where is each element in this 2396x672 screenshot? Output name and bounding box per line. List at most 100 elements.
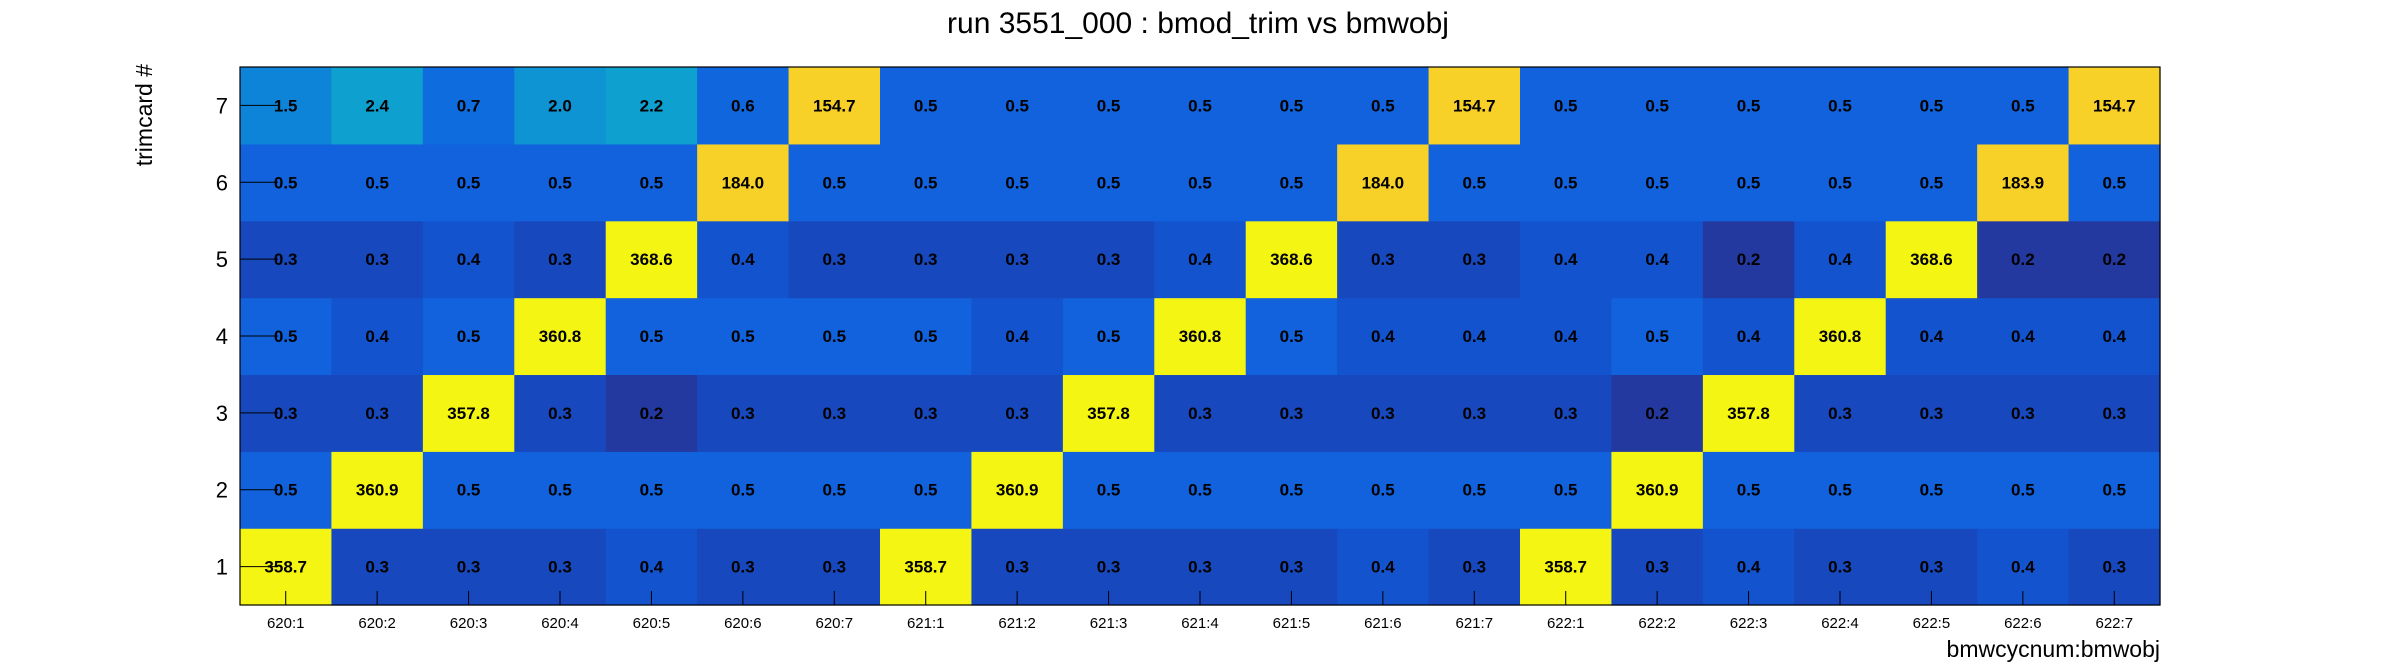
heatmap-cell <box>1520 451 1613 529</box>
heatmap-cell <box>1977 143 2070 222</box>
heatmap-cell <box>1337 67 1430 145</box>
cell-value-label: 154.7 <box>813 96 856 115</box>
cell-value-label: 0.4 <box>1005 327 1029 346</box>
heatmap-cell <box>880 220 973 299</box>
heatmap-cell <box>1520 374 1613 452</box>
cell-value-label: 0.5 <box>1005 173 1029 192</box>
cell-value-label: 368.6 <box>630 250 673 269</box>
cell-value-label: 0.5 <box>1188 96 1212 115</box>
heatmap-cell <box>971 67 1064 145</box>
heatmap-cell <box>331 143 424 222</box>
heatmap-cell <box>971 451 1064 529</box>
heatmap-cell <box>1794 143 1887 222</box>
heatmap-cell <box>1245 220 1338 299</box>
heatmap-cell <box>1062 297 1155 376</box>
cell-value-label: 0.2 <box>1645 404 1669 423</box>
cell-value-label: 0.5 <box>274 327 298 346</box>
x-tick-label: 620:3 <box>450 615 488 632</box>
y-tick-label: 5 <box>216 247 228 272</box>
heatmap-cell <box>1337 297 1430 376</box>
heatmap-cell <box>880 143 973 222</box>
cell-value-label: 0.4 <box>2011 558 2035 577</box>
cell-value-label: 0.5 <box>1097 481 1121 500</box>
cell-value-label: 0.3 <box>1645 558 1669 577</box>
cell-value-label: 0.3 <box>1462 558 1486 577</box>
heatmap-cell <box>697 220 790 299</box>
cell-value-label: 0.5 <box>274 481 298 500</box>
cell-value-label: 0.3 <box>1828 558 1852 577</box>
heatmap-cell <box>1794 67 1887 145</box>
cell-value-label: 0.3 <box>365 250 389 269</box>
cell-value-label: 0.5 <box>1737 96 1761 115</box>
heatmap-cell <box>1154 143 1247 222</box>
heatmap-cell <box>1062 220 1155 299</box>
cell-value-label: 0.3 <box>548 250 572 269</box>
heatmap-cell <box>1611 220 1704 299</box>
x-tick-label: 620:4 <box>541 615 579 632</box>
cell-value-label: 0.5 <box>1280 173 1304 192</box>
cell-value-label: 0.4 <box>731 250 755 269</box>
cell-value-label: 0.5 <box>548 173 572 192</box>
cell-value-label: 0.3 <box>1280 558 1304 577</box>
cell-value-label: 357.8 <box>447 404 490 423</box>
cell-value-label: 0.5 <box>1280 481 1304 500</box>
cell-value-label: 0.5 <box>1920 481 1944 500</box>
heatmap-cell <box>880 297 973 376</box>
cell-value-label: 0.3 <box>1554 404 1578 423</box>
heatmap-cell <box>331 451 424 529</box>
cell-value-label: 0.3 <box>1005 404 1029 423</box>
y-tick-label: 3 <box>216 401 228 426</box>
cell-value-label: 0.5 <box>914 481 938 500</box>
cell-value-label: 0.4 <box>365 327 389 346</box>
cell-value-label: 0.3 <box>822 558 846 577</box>
heatmap-cell <box>1611 374 1704 452</box>
x-tick-label: 622:5 <box>1913 615 1951 632</box>
cell-value-label: 0.3 <box>548 558 572 577</box>
heatmap-cell <box>1520 67 1613 145</box>
heatmap-cell <box>422 451 515 529</box>
cell-value-label: 0.5 <box>1737 173 1761 192</box>
cell-value-label: 358.7 <box>904 558 947 577</box>
heatmap-cell <box>1702 67 1795 145</box>
heatmap-cell <box>1337 374 1430 452</box>
heatmap-cell <box>1245 143 1338 222</box>
heatmap-cell <box>331 297 424 376</box>
cell-value-label: 360.8 <box>1179 327 1222 346</box>
heatmap-cell <box>880 374 973 452</box>
cell-value-label: 0.3 <box>1920 404 1944 423</box>
x-tick-label: 620:2 <box>358 615 396 632</box>
cell-value-label: 0.4 <box>1737 558 1761 577</box>
heatmap-cell <box>880 451 973 529</box>
cell-value-label: 0.3 <box>731 558 755 577</box>
heatmap-cell <box>2068 451 2161 529</box>
heatmap-cell <box>1245 297 1338 376</box>
cell-value-label: 0.4 <box>1645 250 1669 269</box>
cell-value-label: 0.3 <box>2102 558 2126 577</box>
cell-value-label: 360.8 <box>539 327 582 346</box>
cell-value-label: 0.3 <box>2011 404 2035 423</box>
cell-value-label: 184.0 <box>722 173 765 192</box>
cell-value-label: 360.9 <box>996 481 1039 500</box>
heatmap-cell <box>1794 220 1887 299</box>
cell-value-label: 0.5 <box>640 173 664 192</box>
heatmap-cell <box>605 220 698 299</box>
heatmap-cell <box>1245 451 1338 529</box>
heatmap-cell <box>1885 67 1978 145</box>
cell-value-label: 0.5 <box>2011 481 2035 500</box>
cell-value-label: 0.5 <box>1188 173 1212 192</box>
cell-value-label: 0.5 <box>1828 481 1852 500</box>
cell-value-label: 0.2 <box>640 404 664 423</box>
cell-value-label: 0.5 <box>1920 173 1944 192</box>
heatmap-cell <box>1885 220 1978 299</box>
cell-value-label: 0.5 <box>1097 173 1121 192</box>
cell-value-label: 0.6 <box>731 96 755 115</box>
heatmap-cell <box>514 67 607 145</box>
heatmap-cell <box>422 297 515 376</box>
cell-value-label: 0.3 <box>274 404 298 423</box>
cell-value-label: 0.5 <box>548 481 572 500</box>
cell-value-label: 360.9 <box>1636 481 1679 500</box>
cell-value-label: 358.7 <box>1544 558 1587 577</box>
x-tick-label: 622:2 <box>1638 615 1676 632</box>
x-tick-label: 621:1 <box>907 615 945 632</box>
